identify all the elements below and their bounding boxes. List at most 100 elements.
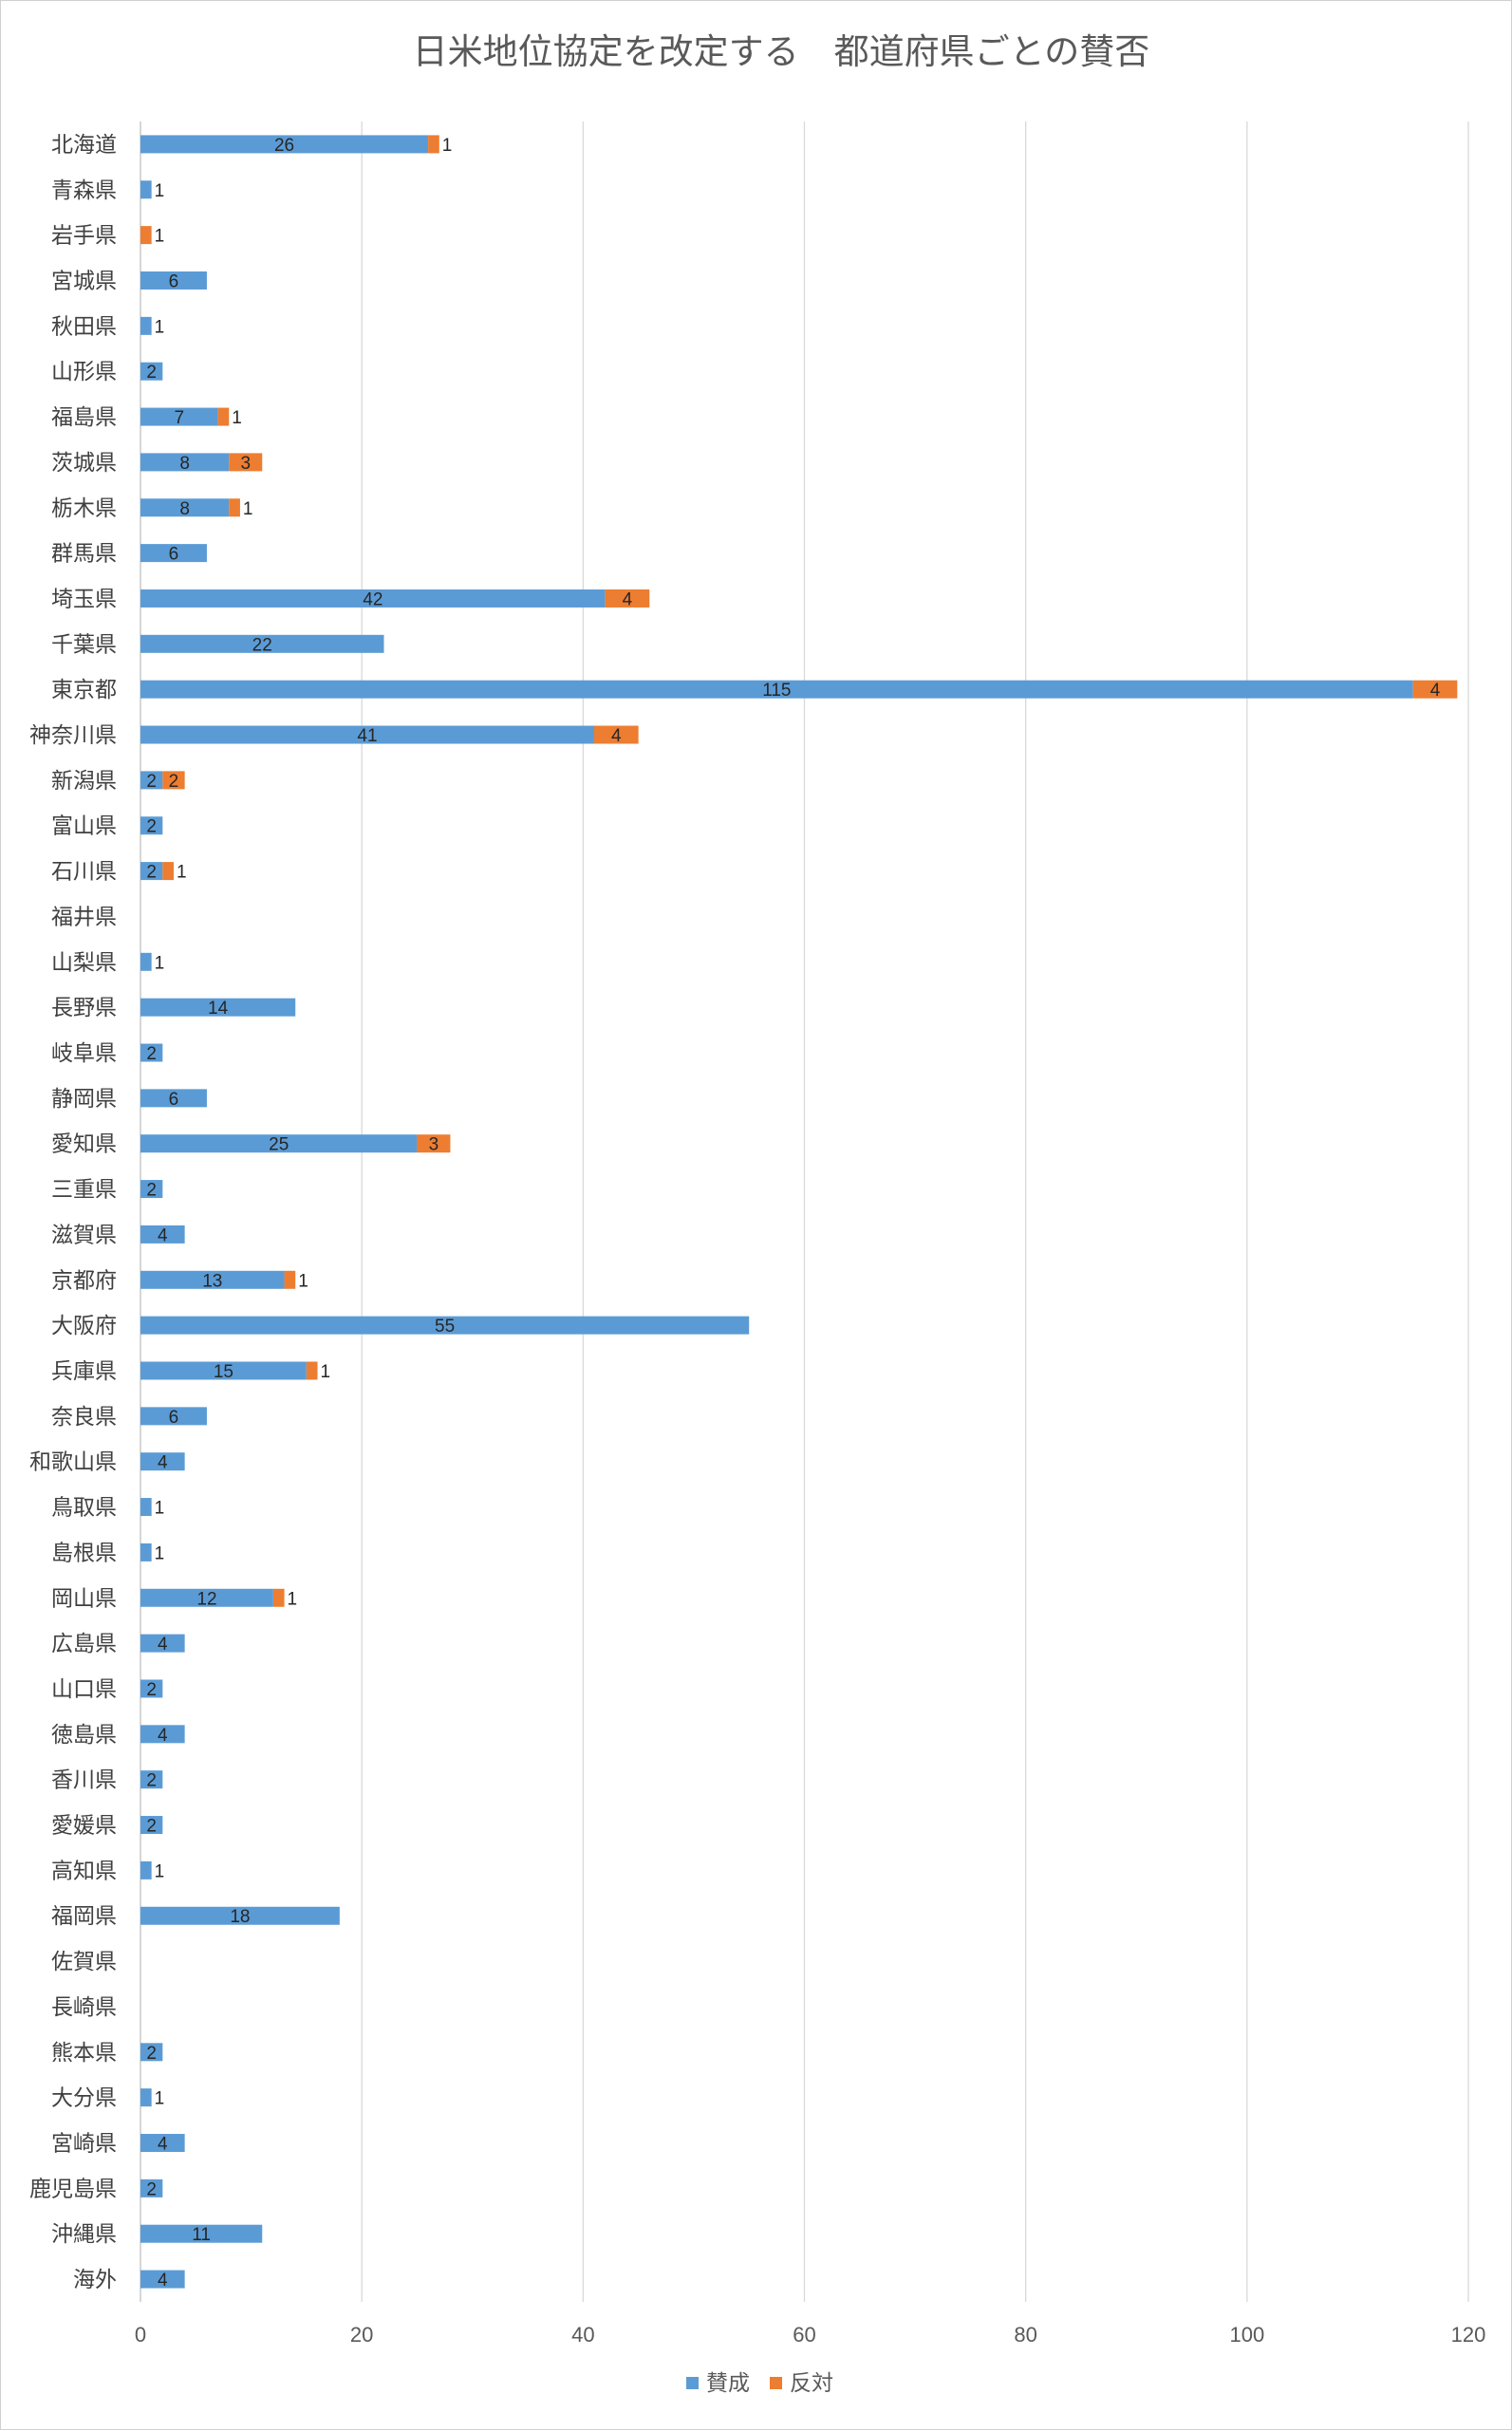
category-label: 群馬県 <box>51 542 117 567</box>
legend-swatch <box>770 2377 782 2389</box>
chart-title: 日米地位協定を改定する 都道府県ごとの賛否 <box>413 31 1150 72</box>
category-label: 山口県 <box>51 1677 117 1702</box>
data-label-oppose: 1 <box>442 136 453 156</box>
data-label-support: 14 <box>208 999 229 1019</box>
bar-support <box>140 1543 152 1561</box>
bar-support <box>140 2043 163 2062</box>
category-label: 石川県 <box>51 860 117 885</box>
data-label-support: 4 <box>158 1726 168 1746</box>
bar-support <box>140 680 1413 699</box>
category-label: 福島県 <box>51 405 117 430</box>
data-label-support: 1 <box>155 953 165 973</box>
bar-support <box>140 1270 285 1289</box>
bar-support <box>140 1225 185 1244</box>
data-label-support: 4 <box>158 2271 168 2291</box>
bar-support <box>140 407 218 426</box>
data-label-support: 6 <box>169 271 179 291</box>
category-label: 香川県 <box>51 1768 117 1793</box>
data-label-oppose: 4 <box>623 589 633 609</box>
category-label: 鳥取県 <box>51 1496 117 1521</box>
data-label-support: 25 <box>269 1135 289 1155</box>
bar-support <box>140 1634 185 1653</box>
gridlines <box>140 122 1469 2302</box>
bar-support <box>140 453 230 472</box>
bar-support <box>140 316 152 335</box>
data-label-support: 2 <box>146 363 157 383</box>
bar-support <box>140 634 384 653</box>
category-label: 愛知県 <box>51 1132 117 1157</box>
data-label-support: 1 <box>155 2089 165 2109</box>
bar-oppose <box>428 135 439 154</box>
data-label-support: 2 <box>146 2179 157 2199</box>
data-label-oppose: 4 <box>611 726 622 746</box>
data-label-oppose: 1 <box>232 408 242 428</box>
bar-support <box>140 2088 152 2107</box>
category-label: 熊本県 <box>51 2041 117 2066</box>
data-label-support: 2 <box>146 863 157 883</box>
category-label: 秋田県 <box>51 314 117 339</box>
data-label-support: 22 <box>252 635 272 655</box>
category-label: 沖縄県 <box>51 2222 117 2247</box>
category-label: 岐阜県 <box>51 1041 117 1066</box>
data-label-oppose: 1 <box>288 1589 298 1609</box>
category-label: 長野県 <box>51 996 117 1020</box>
category-label: 広島県 <box>51 1632 117 1656</box>
bar-support <box>140 2179 163 2197</box>
data-label-oppose: 1 <box>298 1271 308 1291</box>
bar-support <box>140 952 152 971</box>
data-label-oppose: 2 <box>169 772 179 792</box>
bar-support <box>140 1043 163 1062</box>
bar-support <box>140 862 163 881</box>
data-label-support: 115 <box>762 681 791 701</box>
bar-support <box>140 998 296 1017</box>
category-label: 高知県 <box>51 1859 117 1883</box>
category-label: 山形県 <box>51 360 117 384</box>
category-label: 福井県 <box>51 905 117 929</box>
category-label: 岩手県 <box>51 224 117 249</box>
bar-support <box>140 1180 163 1199</box>
bar-support <box>140 1861 152 1879</box>
bar-oppose <box>417 1134 451 1153</box>
data-label-oppose: 4 <box>1430 681 1441 701</box>
category-label: 東京都 <box>51 678 117 702</box>
category-label: 滋賀県 <box>51 1223 117 1247</box>
bar-support <box>140 1679 163 1698</box>
x-tick-label: 20 <box>350 2323 373 2347</box>
bar-support <box>140 180 152 199</box>
bar-support <box>140 1134 418 1153</box>
category-label: 神奈川県 <box>29 723 117 748</box>
data-label-oppose: 1 <box>243 499 253 519</box>
legend: 賛成 反対 <box>686 2371 833 2396</box>
category-label: 富山県 <box>51 814 117 839</box>
data-label-support: 42 <box>363 589 383 609</box>
category-label: 岡山県 <box>51 1586 117 1611</box>
bar-oppose <box>229 453 263 472</box>
bar-oppose <box>605 589 650 608</box>
data-label-support: 1 <box>155 317 165 337</box>
bar-oppose <box>306 1361 318 1380</box>
data-label-support: 6 <box>169 545 179 565</box>
bar-support <box>140 589 606 608</box>
bar-oppose <box>284 1270 296 1289</box>
data-label-support: 26 <box>274 136 294 156</box>
category-label: 佐賀県 <box>51 1950 117 1974</box>
category-label: 北海道 <box>51 133 117 158</box>
data-label-support: 8 <box>179 454 190 474</box>
data-label-support: 2 <box>146 1181 157 1201</box>
data-label-support: 12 <box>196 1589 216 1609</box>
data-label-support: 4 <box>158 1225 168 1245</box>
category-label: 大分県 <box>51 2086 117 2111</box>
category-label: 宮崎県 <box>51 2132 117 2157</box>
legend-label: 反対 <box>790 2371 833 2396</box>
bar-support <box>140 1725 185 1744</box>
bar-support <box>140 1407 207 1426</box>
bar-support <box>140 1498 152 1517</box>
category-label: 新潟県 <box>51 769 117 794</box>
data-label-support: 2 <box>146 1817 157 1837</box>
data-label-support: 1 <box>155 1499 165 1519</box>
bar-support <box>140 271 207 290</box>
bar-support <box>140 1316 750 1335</box>
category-label: 青森県 <box>51 178 117 203</box>
